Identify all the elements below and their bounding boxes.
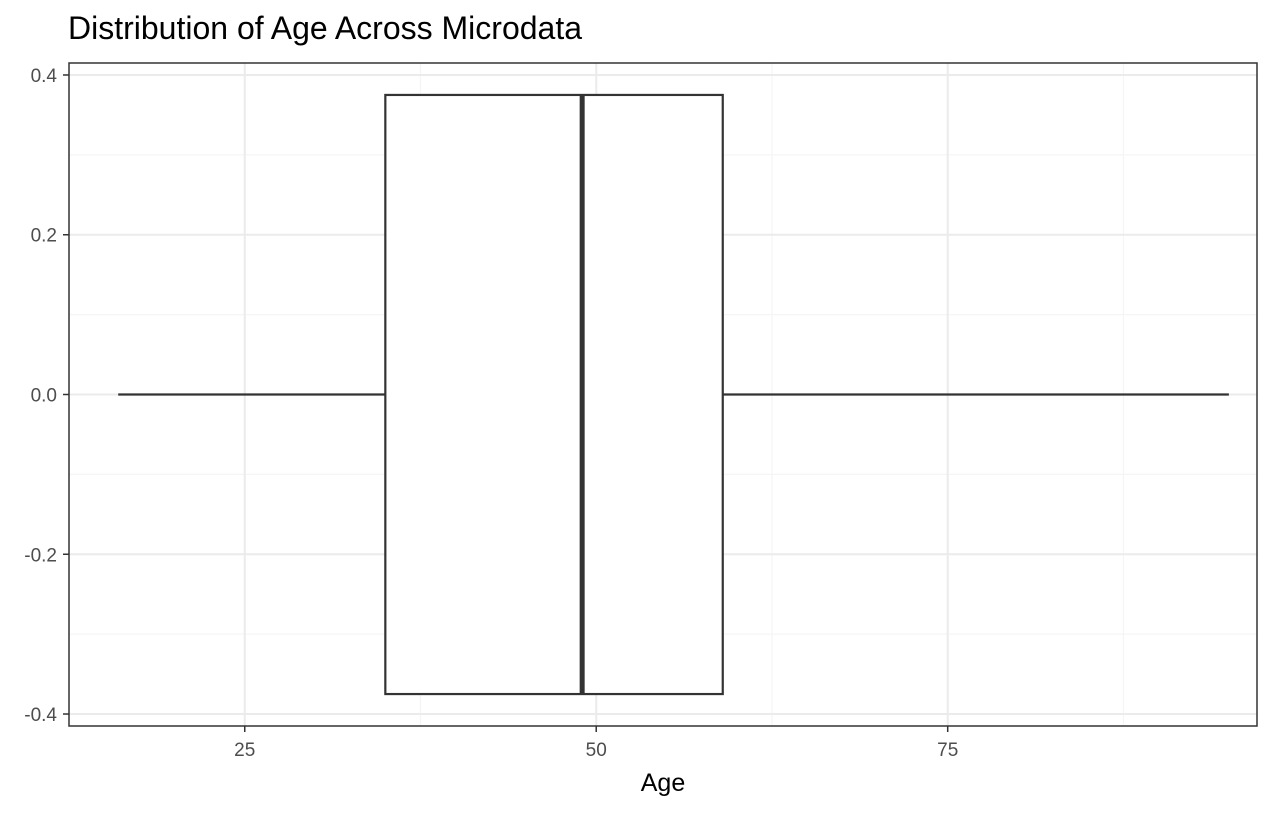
- y-tick-label: 0.2: [31, 226, 57, 247]
- chart-title: Distribution of Age Across Microdata: [68, 10, 583, 46]
- y-tick-label: 0.4: [31, 66, 58, 87]
- x-tick-label: 25: [234, 740, 255, 761]
- x-tick-label: 50: [586, 740, 607, 761]
- x-tick-label: 75: [937, 740, 958, 761]
- y-tick-label: -0.4: [24, 705, 57, 726]
- box-iqr: [384, 93, 724, 696]
- y-tick-label: 0.0: [31, 386, 57, 407]
- y-tick-label: -0.2: [24, 545, 57, 566]
- x-axis-title: Age: [641, 769, 685, 797]
